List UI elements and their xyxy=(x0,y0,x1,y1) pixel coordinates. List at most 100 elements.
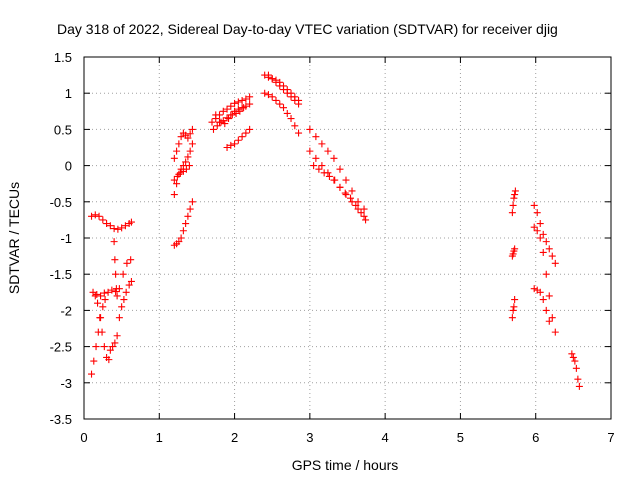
data-point xyxy=(348,187,356,195)
data-point xyxy=(530,223,538,231)
x-tick-label: 7 xyxy=(607,430,614,445)
series-arc-h1 xyxy=(568,350,583,390)
data-point xyxy=(530,285,538,293)
x-tick-label: 3 xyxy=(306,430,313,445)
data-point xyxy=(186,147,194,155)
data-point xyxy=(508,209,516,217)
data-point xyxy=(186,205,194,213)
y-axis-tick-labels: -3.5 -3 -2.5 -2 -1.5 -1 -0.5 0 0.5 1 1.5 xyxy=(50,50,72,427)
data-point xyxy=(90,357,98,365)
data-series xyxy=(88,71,583,390)
series-arc-c4 xyxy=(223,125,254,151)
data-point xyxy=(112,288,120,296)
data-point xyxy=(341,189,349,197)
data-point xyxy=(354,198,362,206)
data-point xyxy=(548,252,556,260)
data-point xyxy=(242,95,250,103)
data-point xyxy=(312,154,320,162)
series-arc-e3 xyxy=(310,162,370,224)
y-tick-label: -1 xyxy=(60,231,72,246)
data-point xyxy=(536,288,544,296)
data-point xyxy=(347,194,355,202)
data-point xyxy=(111,256,119,264)
data-point xyxy=(536,220,544,228)
data-point xyxy=(179,227,187,235)
x-tick-label: 6 xyxy=(532,430,539,445)
data-point xyxy=(348,198,356,206)
data-point xyxy=(103,220,111,228)
data-point xyxy=(242,102,250,110)
data-point xyxy=(242,129,250,137)
data-point xyxy=(188,140,196,148)
data-point xyxy=(336,165,344,173)
data-point xyxy=(88,370,96,378)
data-point xyxy=(94,299,102,307)
data-point xyxy=(119,270,127,278)
data-point xyxy=(225,115,233,123)
data-point xyxy=(185,162,193,170)
data-point xyxy=(223,114,231,122)
y-tick-label: -2 xyxy=(60,303,72,318)
data-point xyxy=(315,165,323,173)
data-point xyxy=(188,198,196,206)
data-point xyxy=(100,343,108,351)
data-point xyxy=(510,194,518,202)
series-arc-b1 xyxy=(170,198,196,249)
data-point xyxy=(283,109,291,117)
data-point xyxy=(125,281,133,289)
data-point xyxy=(223,105,231,113)
data-point xyxy=(352,201,360,209)
x-tick-label: 4 xyxy=(382,430,389,445)
data-point xyxy=(268,75,276,83)
series-arc-a5 xyxy=(106,277,135,354)
data-point xyxy=(175,238,183,246)
data-point xyxy=(360,205,368,213)
series-arc-g3 xyxy=(530,285,553,325)
data-point xyxy=(101,296,109,304)
data-point xyxy=(106,346,114,354)
series-arc-d3 xyxy=(264,71,303,104)
data-point xyxy=(325,172,333,180)
data-point xyxy=(306,125,314,133)
data-point xyxy=(246,125,254,133)
data-point xyxy=(268,93,276,101)
data-point xyxy=(114,225,122,233)
data-point xyxy=(574,375,582,383)
data-point xyxy=(123,259,131,267)
data-point xyxy=(362,216,370,224)
series-arc-c3 xyxy=(212,100,254,126)
data-point xyxy=(92,343,100,351)
y-tick-label: -3 xyxy=(60,376,72,391)
data-point xyxy=(545,245,553,253)
data-point xyxy=(533,227,541,235)
data-point xyxy=(89,288,97,296)
data-point xyxy=(287,89,295,97)
data-point xyxy=(572,364,580,372)
data-point xyxy=(342,176,350,184)
y-axis-title: SDTVAR / TECUs xyxy=(6,182,22,294)
data-point xyxy=(575,382,583,390)
data-point xyxy=(234,136,242,144)
data-point xyxy=(295,129,303,137)
data-point xyxy=(511,191,519,199)
series-arc-a3 xyxy=(88,296,109,378)
data-point xyxy=(98,328,106,336)
data-point xyxy=(113,332,121,340)
data-point xyxy=(118,224,126,232)
series-arc-d2 xyxy=(261,89,303,137)
grid-lines xyxy=(84,57,611,419)
data-point xyxy=(330,154,338,162)
series-arc-g1 xyxy=(530,201,559,267)
data-point xyxy=(104,288,112,296)
data-point xyxy=(177,133,185,141)
data-point xyxy=(234,98,242,106)
series-arc-g2 xyxy=(530,223,559,336)
data-point xyxy=(88,212,96,220)
data-point xyxy=(111,339,119,347)
series-arc-a1 xyxy=(88,211,135,233)
data-point xyxy=(354,205,362,213)
data-point xyxy=(539,248,547,256)
data-point xyxy=(221,120,229,128)
data-point xyxy=(542,270,550,278)
data-point xyxy=(291,122,299,130)
